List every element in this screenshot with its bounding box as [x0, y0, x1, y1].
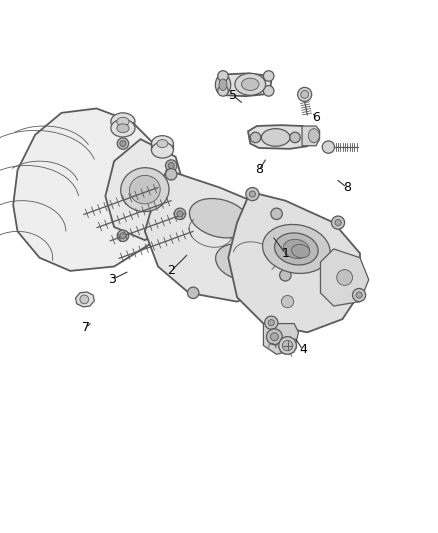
Ellipse shape [262, 224, 329, 273]
Circle shape [334, 220, 340, 225]
Ellipse shape [189, 198, 249, 238]
Text: 6: 6 [311, 111, 319, 124]
Text: 3: 3 [108, 273, 116, 286]
Polygon shape [219, 74, 271, 96]
Polygon shape [320, 249, 368, 306]
Ellipse shape [215, 244, 267, 280]
Polygon shape [263, 324, 298, 354]
Circle shape [117, 230, 128, 241]
Circle shape [270, 208, 282, 220]
Circle shape [217, 71, 228, 81]
Circle shape [279, 270, 290, 281]
Ellipse shape [117, 124, 129, 133]
Text: 7: 7 [81, 321, 89, 335]
Circle shape [331, 216, 344, 229]
Circle shape [250, 132, 260, 143]
Circle shape [268, 320, 274, 326]
Ellipse shape [283, 239, 309, 259]
Circle shape [270, 333, 278, 341]
Circle shape [278, 337, 296, 354]
Ellipse shape [274, 233, 318, 265]
Circle shape [165, 160, 177, 171]
Text: 1: 1 [281, 247, 289, 260]
Circle shape [168, 163, 174, 168]
Circle shape [289, 132, 300, 143]
Text: 2: 2 [167, 264, 175, 277]
Circle shape [174, 208, 185, 220]
Circle shape [177, 211, 183, 217]
Polygon shape [145, 170, 289, 302]
Circle shape [297, 87, 311, 101]
Text: 8: 8 [254, 164, 262, 176]
Ellipse shape [110, 119, 135, 137]
Circle shape [80, 295, 88, 304]
Ellipse shape [151, 142, 173, 158]
Circle shape [282, 340, 292, 351]
Ellipse shape [120, 168, 169, 212]
Circle shape [263, 86, 273, 96]
Circle shape [249, 191, 255, 197]
Circle shape [187, 287, 198, 298]
Text: 8: 8 [342, 181, 350, 194]
Ellipse shape [215, 74, 230, 95]
Circle shape [281, 295, 293, 308]
Circle shape [120, 233, 126, 239]
Circle shape [263, 71, 273, 81]
Circle shape [245, 188, 258, 200]
Circle shape [352, 288, 365, 302]
Polygon shape [228, 192, 359, 333]
Circle shape [117, 138, 128, 149]
Circle shape [264, 316, 277, 329]
Circle shape [165, 168, 177, 180]
Circle shape [120, 141, 126, 147]
Ellipse shape [291, 245, 309, 258]
Text: 5: 5 [228, 89, 236, 102]
Polygon shape [75, 292, 94, 307]
Ellipse shape [110, 113, 135, 131]
Ellipse shape [219, 79, 226, 91]
Ellipse shape [157, 140, 167, 148]
Polygon shape [301, 126, 319, 146]
Ellipse shape [234, 74, 265, 95]
Ellipse shape [151, 136, 173, 151]
Ellipse shape [117, 117, 129, 126]
Circle shape [217, 86, 228, 96]
Ellipse shape [241, 78, 258, 91]
Circle shape [321, 141, 334, 154]
Ellipse shape [261, 128, 289, 146]
Polygon shape [13, 108, 171, 271]
Ellipse shape [129, 175, 160, 204]
Circle shape [300, 91, 308, 99]
Circle shape [355, 292, 361, 298]
Circle shape [336, 270, 352, 285]
Polygon shape [247, 125, 310, 149]
Text: 4: 4 [298, 343, 306, 357]
Polygon shape [105, 139, 184, 240]
Ellipse shape [307, 128, 318, 143]
Circle shape [266, 329, 282, 345]
